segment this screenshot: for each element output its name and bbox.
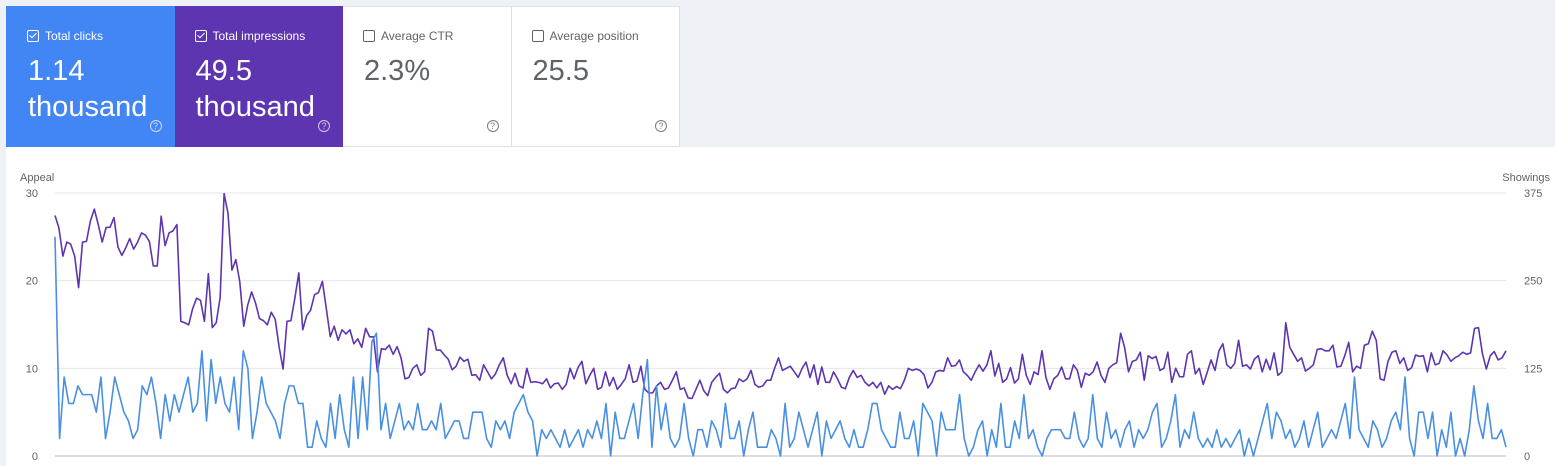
average-ctr-checkbox[interactable] — [363, 30, 375, 42]
average-ctr-value: 2.3% — [364, 55, 431, 87]
left-axis-ticks: 0 10 20 30 — [26, 188, 38, 463]
left-tick-label: 20 — [26, 276, 38, 288]
left-tick-label: 10 — [26, 363, 38, 375]
left-axis-title: Appeal — [20, 172, 54, 184]
average-ctr-card[interactable]: Average CTR 2.3% ? — [343, 6, 512, 147]
help-icon[interactable]: ? — [149, 120, 162, 132]
left-tick-label: 30 — [26, 188, 38, 200]
total-clicks-card[interactable]: Total clicks 1.14 thousand ? — [6, 6, 175, 147]
total-clicks-header: Total clicks — [27, 29, 103, 43]
total-clicks-value: 1.14 thousand — [28, 55, 148, 123]
average-position-card[interactable]: Average position 25.5 ? — [511, 6, 680, 147]
performance-chart: 0 10 20 30 0 125 250 375 Appeal Showings — [20, 172, 1550, 463]
metric-cards: Total clicks 1.14 thousand ? Total impre… — [6, 6, 680, 147]
right-tick-label: 375 — [1524, 188, 1542, 200]
right-axis-title: Showings — [1502, 172, 1550, 184]
total-clicks-label: Total clicks — [45, 29, 104, 43]
total-impressions-header: Total impressions — [194, 29, 306, 43]
total-clicks-series-line — [54, 236, 1507, 457]
right-tick-label: 0 — [1524, 451, 1530, 463]
total-impressions-value: 49.5 thousand — [195, 55, 315, 123]
help-icon[interactable]: ? — [486, 120, 499, 132]
left-tick-label: 0 — [32, 451, 38, 463]
average-ctr-header: Average CTR — [363, 29, 453, 43]
average-position-header: Average position — [531, 29, 639, 43]
total-impressions-series-line — [54, 192, 1507, 400]
right-axis-ticks: 0 125 250 375 — [1524, 188, 1542, 463]
average-position-checkbox[interactable] — [531, 30, 544, 42]
average-ctr-label: Average CTR — [381, 29, 454, 43]
performance-chart-panel: 0 10 20 30 0 125 250 375 Appeal Showings — [6, 147, 1555, 466]
help-icon[interactable]: ? — [655, 120, 667, 132]
total-impressions-label: Total impressions — [212, 29, 306, 43]
help-icon[interactable]: ? — [318, 120, 330, 132]
average-position-value: 25.5 — [532, 55, 589, 87]
total-impressions-card[interactable]: Total impressions 49.5 thousand ? — [174, 6, 343, 147]
total-impressions-checkbox[interactable] — [194, 30, 207, 42]
total-clicks-checkbox[interactable] — [27, 30, 39, 42]
series-layer — [54, 192, 1507, 457]
right-tick-label: 250 — [1524, 276, 1542, 288]
right-tick-label: 125 — [1524, 363, 1542, 375]
average-position-label: Average position — [549, 29, 639, 43]
